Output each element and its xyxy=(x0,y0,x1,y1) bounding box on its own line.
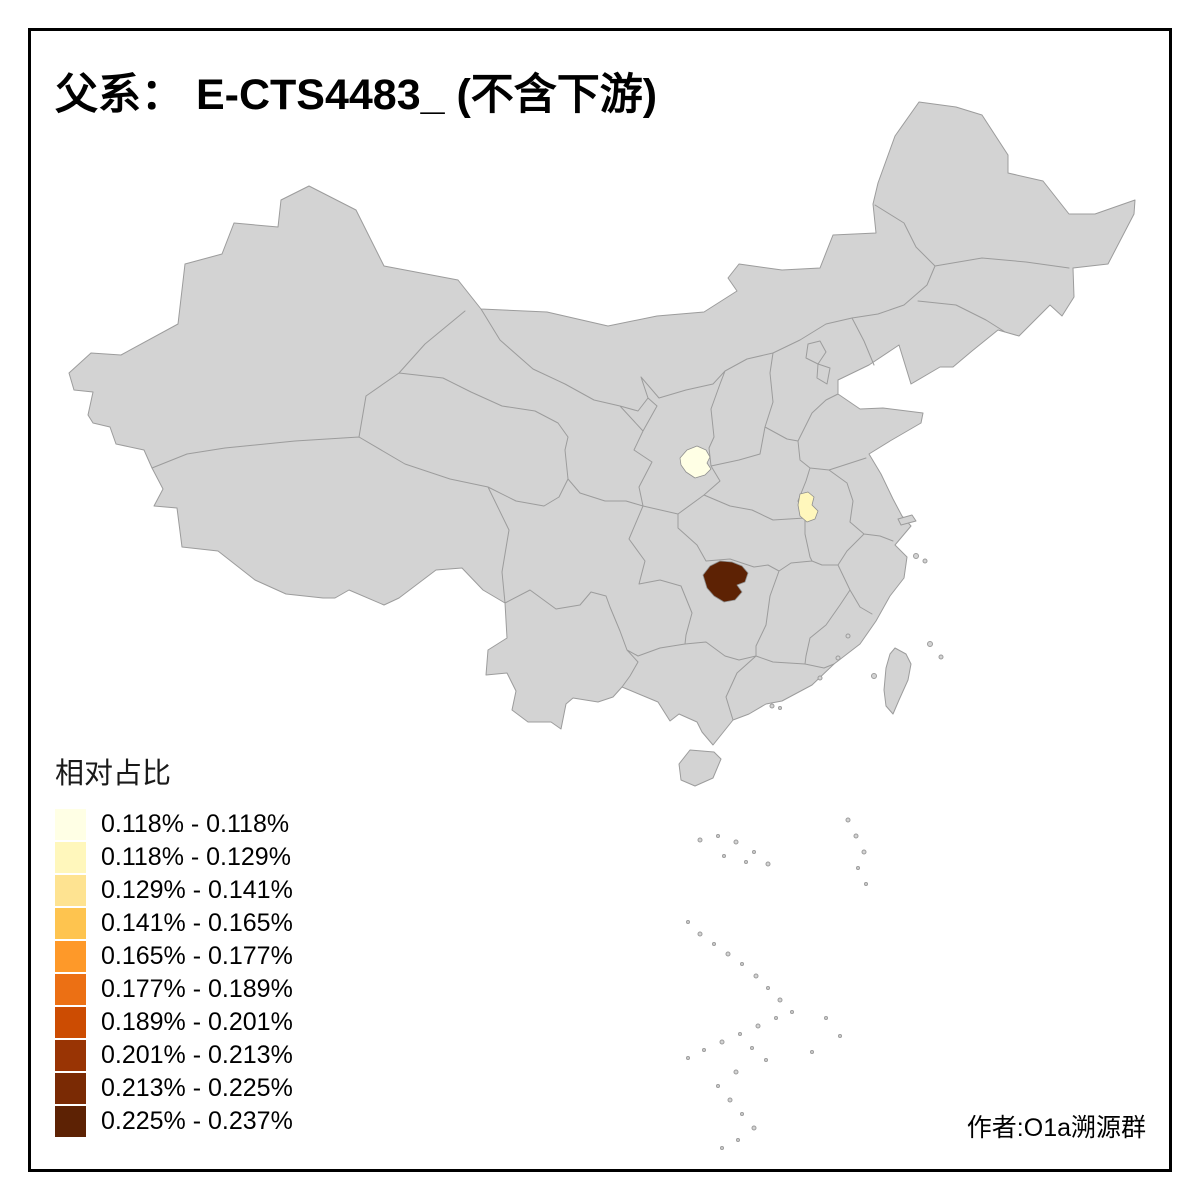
page-title: 父系： E-CTS4483_ (不含下游) xyxy=(55,71,658,119)
legend-swatch xyxy=(55,908,86,939)
legend-swatch xyxy=(55,941,86,972)
legend-item: 0.189% - 0.201% xyxy=(55,1006,293,1039)
highlighted-region-2 xyxy=(797,491,819,523)
legend-swatch xyxy=(55,875,86,906)
chongming-island xyxy=(897,514,917,526)
province-borders xyxy=(151,204,1070,721)
legend-label: 0.201% - 0.213% xyxy=(101,1041,293,1069)
china-land xyxy=(68,101,1136,1150)
legend: 相对占比 0.118% - 0.118% 0.118% - 0.129% 0.1… xyxy=(55,750,293,1138)
legend-title: 相对占比 xyxy=(55,758,172,790)
legend-item: 0.177% - 0.189% xyxy=(55,973,293,1006)
legend-label: 0.141% - 0.165% xyxy=(101,909,293,937)
legend-label: 0.189% - 0.201% xyxy=(101,1008,293,1036)
legend-swatch xyxy=(55,809,86,840)
highlighted-regions xyxy=(679,445,819,603)
legend-label: 0.177% - 0.189% xyxy=(101,975,293,1003)
highlighted-region-1 xyxy=(679,445,712,479)
legend-item: 0.118% - 0.118% xyxy=(55,808,293,841)
legend-swatch xyxy=(55,842,86,873)
legend-label: 0.225% - 0.237% xyxy=(101,1107,293,1135)
author-credit: 作者:O1a溯源群 xyxy=(966,1114,1146,1142)
legend-swatch xyxy=(55,1007,86,1038)
legend-item: 0.141% - 0.165% xyxy=(55,907,293,940)
legend-swatch xyxy=(55,974,86,1005)
legend-item: 0.118% - 0.129% xyxy=(55,841,293,874)
highlighted-region-3 xyxy=(702,560,749,603)
legend-label: 0.118% - 0.118% xyxy=(101,810,290,838)
legend-item: 0.165% - 0.177% xyxy=(55,940,293,973)
legend-label: 0.118% - 0.129% xyxy=(101,843,291,871)
legend-swatch xyxy=(55,1106,86,1137)
south-china-sea-islands xyxy=(686,817,868,1150)
taiwan-island xyxy=(883,647,912,715)
legend-item: 0.201% - 0.213% xyxy=(55,1039,293,1072)
legend-label: 0.165% - 0.177% xyxy=(101,942,293,970)
hainan-island xyxy=(678,749,722,787)
legend-item: 0.225% - 0.237% xyxy=(55,1105,293,1138)
legend-label: 0.213% - 0.225% xyxy=(101,1074,293,1102)
legend-label: 0.129% - 0.141% xyxy=(101,876,293,904)
legend-item: 0.129% - 0.141% xyxy=(55,874,293,907)
legend-swatch xyxy=(55,1073,86,1104)
legend-item: 0.213% - 0.225% xyxy=(55,1072,293,1105)
china-mainland xyxy=(68,101,1136,746)
coastal-islands xyxy=(769,553,944,710)
legend-swatch xyxy=(55,1040,86,1071)
